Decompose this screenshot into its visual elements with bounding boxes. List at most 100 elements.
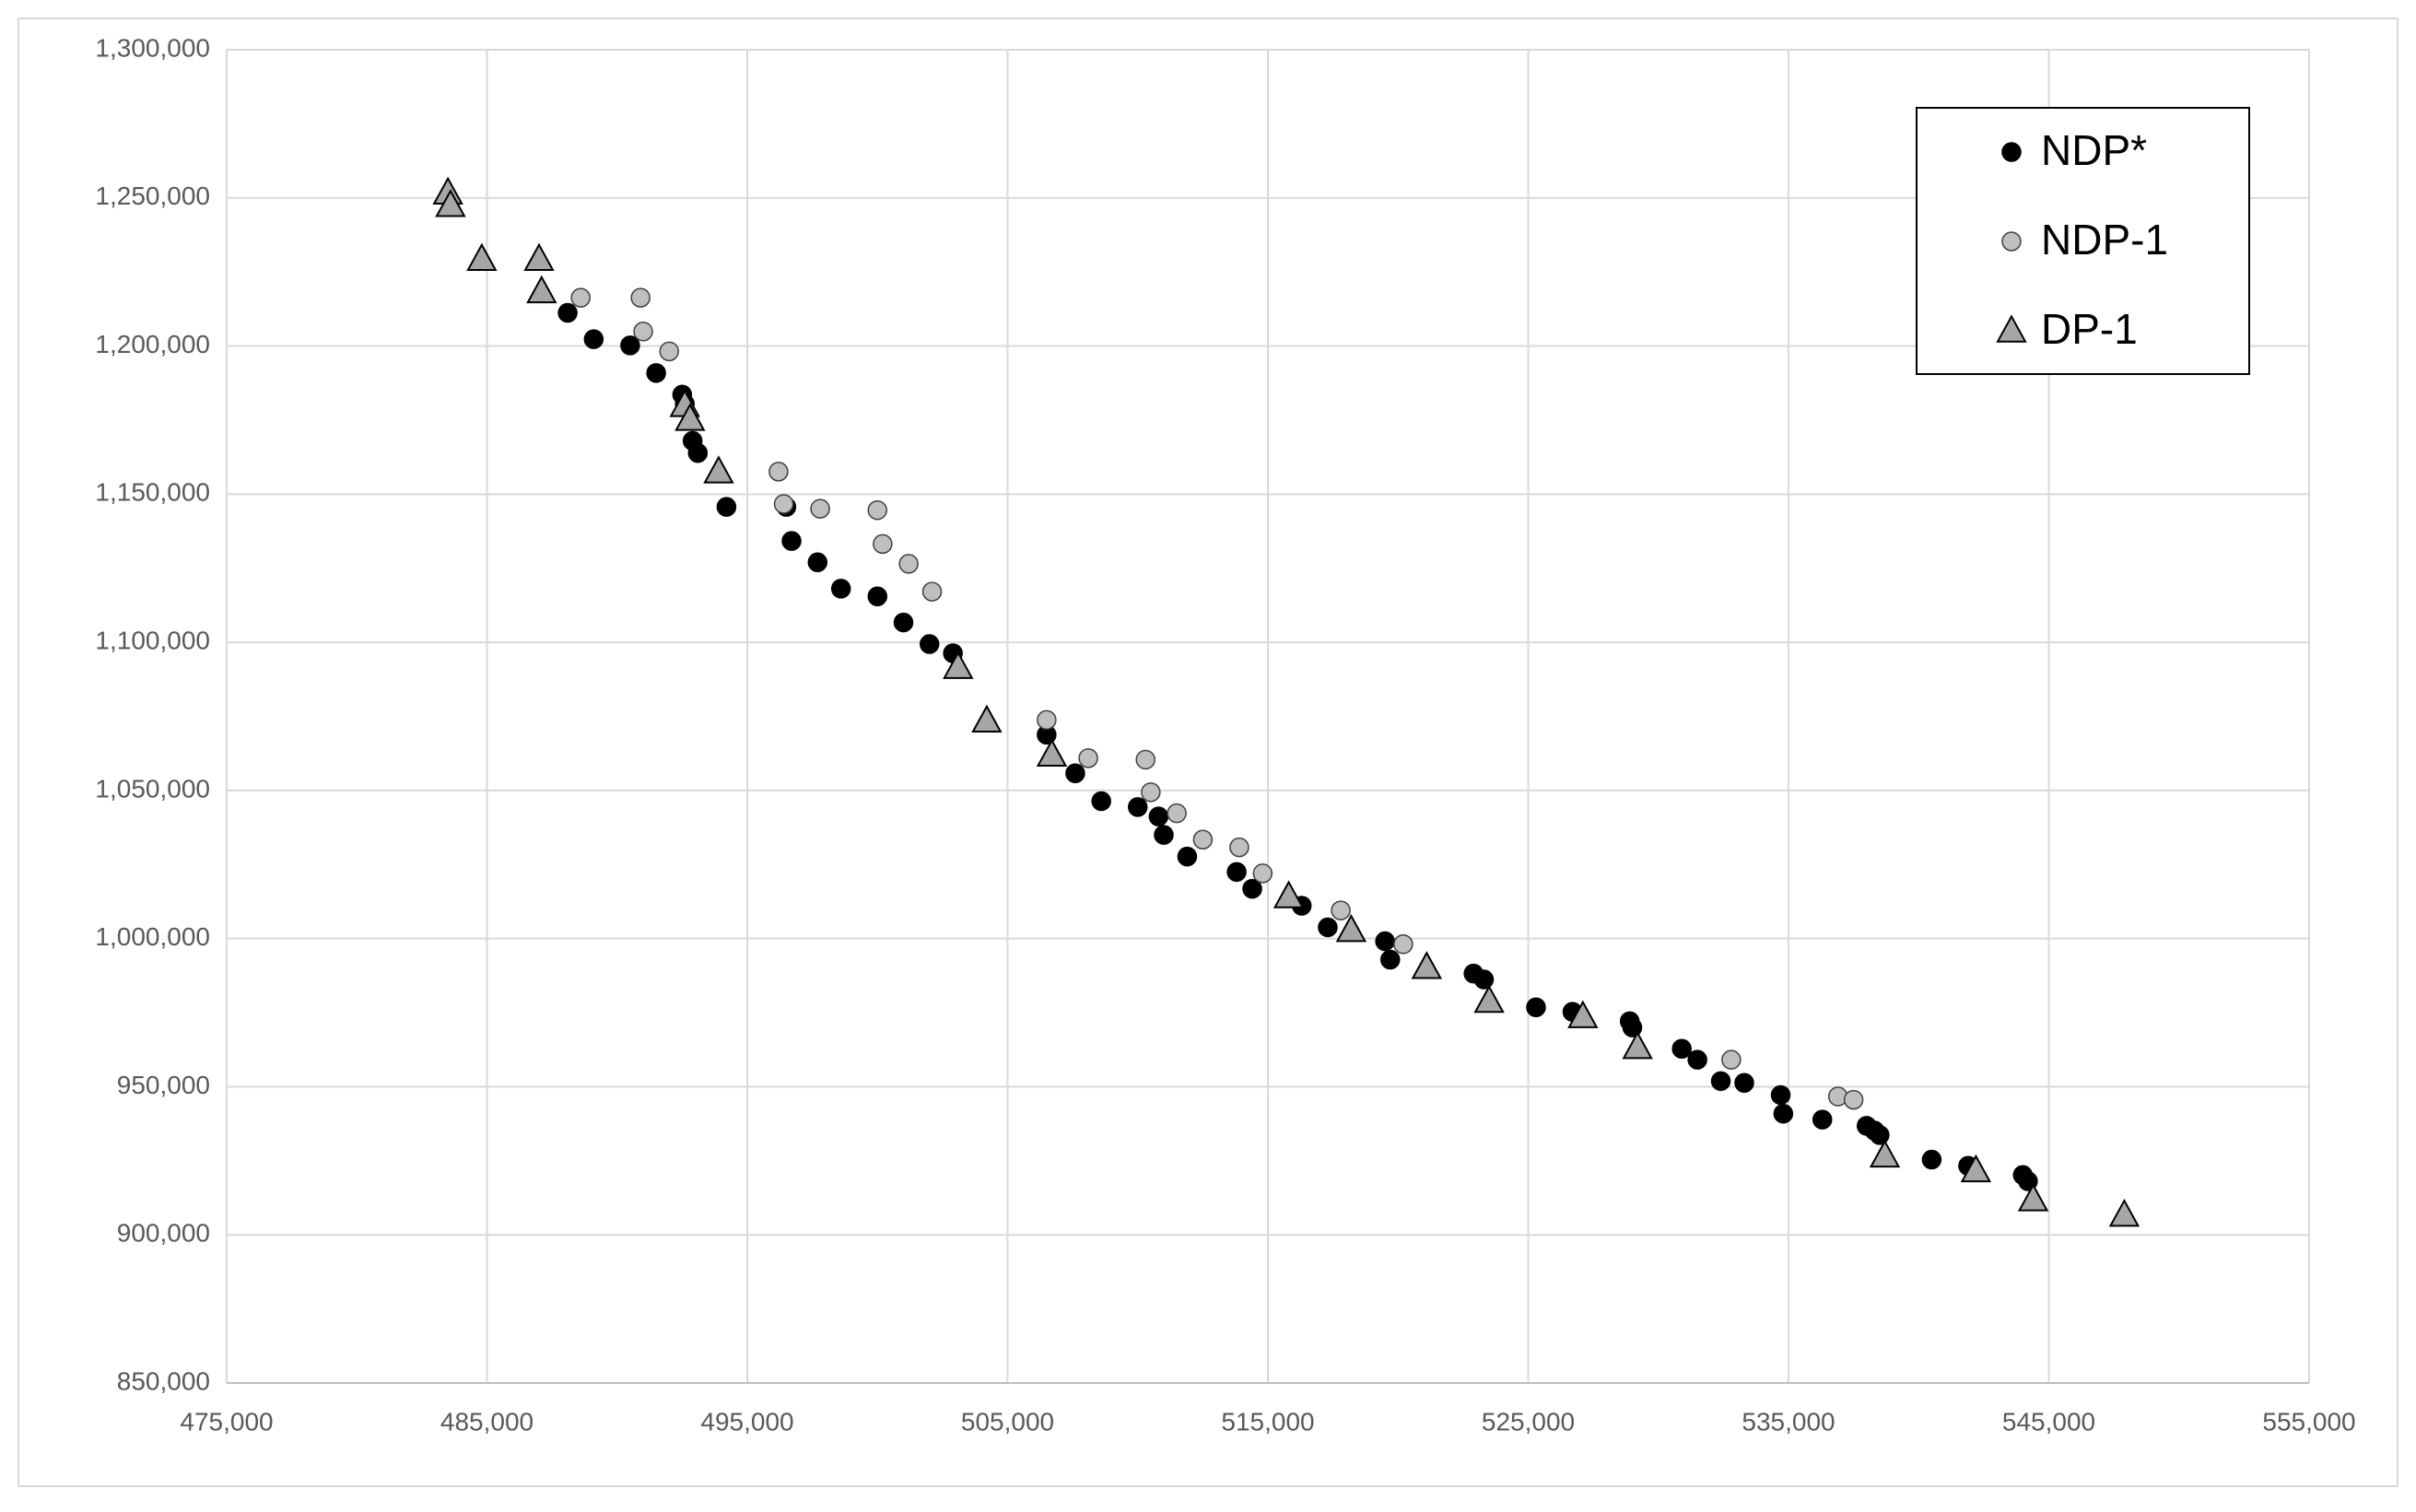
point xyxy=(703,455,734,484)
point xyxy=(2108,1199,2140,1227)
point xyxy=(1812,1109,1833,1130)
point xyxy=(1473,984,1505,1014)
point xyxy=(1141,782,1161,803)
x-tick-label: 545,000 xyxy=(2002,1407,2095,1436)
point xyxy=(1318,917,1338,938)
point xyxy=(1229,837,1249,858)
x-tick-label: 525,000 xyxy=(1482,1407,1575,1436)
point xyxy=(570,287,591,308)
point xyxy=(1091,791,1111,812)
y-tick-label: 1,000,000 xyxy=(95,922,210,951)
point xyxy=(943,651,974,679)
y-tick-label: 900,000 xyxy=(117,1219,210,1248)
legend-marker xyxy=(2001,142,2022,162)
point xyxy=(1154,825,1174,845)
point xyxy=(1773,1103,1794,1124)
point xyxy=(583,329,604,349)
point xyxy=(893,612,914,633)
point xyxy=(1687,1049,1707,1070)
point xyxy=(1177,846,1198,867)
point xyxy=(1870,1125,1890,1145)
point xyxy=(1331,900,1351,920)
point xyxy=(807,552,828,573)
point xyxy=(526,275,557,304)
point xyxy=(1135,749,1155,770)
point xyxy=(1960,1154,1992,1183)
point xyxy=(1473,969,1495,990)
point xyxy=(810,498,830,519)
point xyxy=(1335,913,1367,943)
x-tick-label: 555,000 xyxy=(2262,1407,2355,1436)
point xyxy=(768,462,789,482)
x-tick-label: 515,000 xyxy=(1221,1407,1314,1436)
y-tick-label: 1,150,000 xyxy=(95,478,210,507)
point xyxy=(1226,861,1247,883)
point xyxy=(873,533,893,555)
point xyxy=(1710,1071,1731,1092)
point xyxy=(1192,829,1214,850)
x-tick-label: 495,000 xyxy=(700,1407,793,1436)
legend-box xyxy=(1916,107,2250,375)
point xyxy=(2017,1183,2049,1212)
y-tick-label: 1,200,000 xyxy=(95,330,210,358)
point xyxy=(898,554,919,574)
point xyxy=(1622,1017,1643,1037)
point xyxy=(1869,1139,1901,1168)
point xyxy=(435,189,466,217)
y-tick-label: 1,300,000 xyxy=(95,33,210,62)
point xyxy=(773,494,794,514)
point xyxy=(646,363,666,383)
point xyxy=(1148,806,1169,826)
point xyxy=(1622,1031,1653,1060)
point xyxy=(1411,951,1443,979)
point xyxy=(1393,934,1413,955)
y-tick-label: 850,000 xyxy=(117,1366,210,1395)
point xyxy=(1671,1038,1692,1060)
legend-label: NDP* xyxy=(2041,126,2147,174)
point xyxy=(1375,931,1395,952)
point xyxy=(1036,738,1068,768)
point xyxy=(1921,1149,1942,1170)
point xyxy=(466,242,498,272)
point xyxy=(659,341,679,362)
point xyxy=(1078,748,1098,768)
x-tick-label: 535,000 xyxy=(1742,1407,1835,1436)
point xyxy=(1721,1049,1742,1070)
point xyxy=(971,704,1003,733)
point xyxy=(1770,1084,1791,1106)
point xyxy=(920,634,940,654)
y-tick-label: 950,000 xyxy=(117,1071,210,1099)
y-tick-label: 1,100,000 xyxy=(95,627,210,655)
legend-marker xyxy=(2001,231,2022,252)
point xyxy=(1273,880,1305,908)
point xyxy=(1167,803,1187,824)
point xyxy=(1242,878,1262,899)
point xyxy=(716,497,737,517)
point xyxy=(687,442,709,463)
y-tick-label: 1,250,000 xyxy=(95,182,210,210)
point xyxy=(1065,763,1085,783)
point xyxy=(1734,1072,1754,1094)
point xyxy=(781,531,802,551)
point xyxy=(921,581,943,602)
legend-label: NDP-1 xyxy=(2041,216,2168,264)
legend-label: DP-1 xyxy=(2041,305,2138,353)
point xyxy=(867,586,887,607)
point xyxy=(1567,1000,1599,1028)
point xyxy=(674,403,706,431)
x-tick-label: 475,000 xyxy=(180,1407,273,1436)
point xyxy=(867,499,887,521)
y-tick-label: 1,050,000 xyxy=(95,774,210,803)
point xyxy=(630,287,651,308)
point xyxy=(1252,863,1273,884)
point xyxy=(1843,1089,1864,1110)
point xyxy=(557,302,578,323)
point xyxy=(1526,997,1546,1018)
x-tick-label: 505,000 xyxy=(961,1407,1054,1436)
point xyxy=(1128,797,1148,817)
point xyxy=(1037,709,1057,731)
point xyxy=(633,322,653,342)
point xyxy=(620,335,640,356)
